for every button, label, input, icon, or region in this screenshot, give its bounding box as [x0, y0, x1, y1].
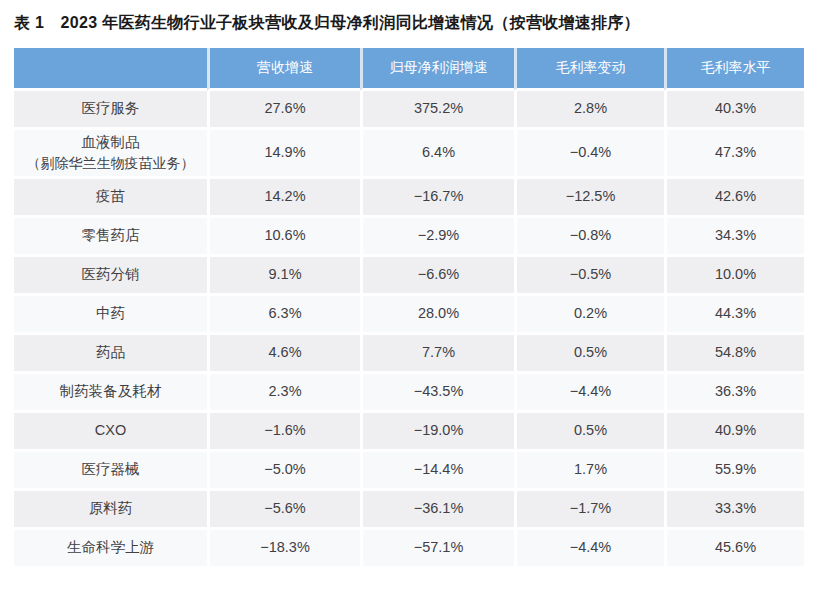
value-cell: −1.7% — [514, 491, 664, 530]
value-cell: 6.3% — [207, 296, 360, 335]
value-cell: 54.8% — [664, 335, 804, 374]
row-label: 中药 — [14, 303, 207, 324]
value-cell: 6.4% — [360, 130, 514, 179]
value-cell: −18.3% — [207, 530, 360, 569]
row-label-cell: 医药分销 — [14, 257, 207, 296]
table-row: 医药分销 9.1% −6.6% −0.5% 10.0% — [14, 257, 804, 296]
row-label: 药品 — [14, 342, 207, 363]
value-cell: 2.3% — [207, 374, 360, 413]
row-label: 医疗服务 — [14, 98, 207, 119]
table-row: 中药 6.3% 28.0% 0.2% 44.3% — [14, 296, 804, 335]
header-row: 营收增速 归母净利润增速 毛利率变动 毛利率水平 — [14, 48, 804, 91]
value-cell: 10.0% — [664, 257, 804, 296]
row-label-cell: 中药 — [14, 296, 207, 335]
value-cell: 33.3% — [664, 491, 804, 530]
table-row: 制药装备及耗材 2.3% −43.5% −4.4% 36.3% — [14, 374, 804, 413]
value-cell: −0.5% — [514, 257, 664, 296]
row-label: CXO — [14, 420, 207, 441]
value-cell: 40.9% — [664, 413, 804, 452]
column-header-gross-margin-change: 毛利率变动 — [514, 48, 664, 91]
column-header-blank — [14, 48, 207, 91]
value-cell: −5.0% — [207, 452, 360, 491]
row-label: 生命科学上游 — [14, 537, 207, 558]
value-cell: −6.6% — [360, 257, 514, 296]
table-row: CXO −1.6% −19.0% 0.5% 40.9% — [14, 413, 804, 452]
row-label-cell: 原料药 — [14, 491, 207, 530]
row-label-cell: 药品 — [14, 335, 207, 374]
value-cell: −4.4% — [514, 374, 664, 413]
value-cell: −5.6% — [207, 491, 360, 530]
value-cell: 36.3% — [664, 374, 804, 413]
value-cell: −19.0% — [360, 413, 514, 452]
row-label: 医疗器械 — [14, 459, 207, 480]
row-label: 零售药店 — [14, 225, 207, 246]
row-label-cell: CXO — [14, 413, 207, 452]
row-label: 原料药 — [14, 498, 207, 519]
value-cell: −4.4% — [514, 530, 664, 569]
table-row: 血液制品（剔除华兰生物疫苗业务） 14.9% 6.4% −0.4% 47.3% — [14, 130, 804, 179]
value-cell: 55.9% — [664, 452, 804, 491]
row-label-cell: 血液制品（剔除华兰生物疫苗业务） — [14, 130, 207, 179]
value-cell: 40.3% — [664, 91, 804, 130]
table-row: 医疗器械 −5.0% −14.4% 1.7% 55.9% — [14, 452, 804, 491]
row-label-cell: 生命科学上游 — [14, 530, 207, 569]
value-cell: −14.4% — [360, 452, 514, 491]
value-cell: −12.5% — [514, 179, 664, 218]
value-cell: 28.0% — [360, 296, 514, 335]
industry-growth-table: 营收增速 归母净利润增速 毛利率变动 毛利率水平 医疗服务 27.6% 375.… — [14, 48, 804, 569]
value-cell: 44.3% — [664, 296, 804, 335]
row-label-cell: 制药装备及耗材 — [14, 374, 207, 413]
value-cell: −2.9% — [360, 218, 514, 257]
row-label-line2: （剔除华兰生物疫苗业务） — [14, 153, 207, 173]
table-row: 零售药店 10.6% −2.9% −0.8% 34.3% — [14, 218, 804, 257]
value-cell: 14.2% — [207, 179, 360, 218]
value-cell: 1.7% — [514, 452, 664, 491]
value-cell: 375.2% — [360, 91, 514, 130]
table-row: 医疗服务 27.6% 375.2% 2.8% 40.3% — [14, 91, 804, 130]
row-label-cell: 医疗服务 — [14, 91, 207, 130]
value-cell: 42.6% — [664, 179, 804, 218]
value-cell: 10.6% — [207, 218, 360, 257]
row-label-cell: 疫苗 — [14, 179, 207, 218]
value-cell: −1.6% — [207, 413, 360, 452]
value-cell: 0.5% — [514, 335, 664, 374]
value-cell: 0.2% — [514, 296, 664, 335]
row-label: 血液制品 — [14, 132, 207, 153]
value-cell: 14.9% — [207, 130, 360, 179]
value-cell: 7.7% — [360, 335, 514, 374]
row-label-cell: 零售药店 — [14, 218, 207, 257]
value-cell: −16.7% — [360, 179, 514, 218]
column-header-gross-margin-level: 毛利率水平 — [664, 48, 804, 91]
table-row: 生命科学上游 −18.3% −57.1% −4.4% 45.6% — [14, 530, 804, 569]
value-cell: 2.8% — [514, 91, 664, 130]
table-row: 疫苗 14.2% −16.7% −12.5% 42.6% — [14, 179, 804, 218]
row-label: 疫苗 — [14, 186, 207, 207]
row-label-cell: 医疗器械 — [14, 452, 207, 491]
value-cell: 45.6% — [664, 530, 804, 569]
value-cell: −36.1% — [360, 491, 514, 530]
table-row: 药品 4.6% 7.7% 0.5% 54.8% — [14, 335, 804, 374]
value-cell: 27.6% — [207, 91, 360, 130]
row-label: 制药装备及耗材 — [14, 381, 207, 402]
value-cell: −0.4% — [514, 130, 664, 179]
value-cell: 9.1% — [207, 257, 360, 296]
table-title: 表 1 2023 年医药生物行业子板块营收及归母净利润同比增速情况（按营收增速排… — [14, 13, 804, 34]
value-cell: 4.6% — [207, 335, 360, 374]
table-row: 原料药 −5.6% −36.1% −1.7% 33.3% — [14, 491, 804, 530]
value-cell: −57.1% — [360, 530, 514, 569]
column-header-revenue-growth: 营收增速 — [207, 48, 360, 91]
value-cell: 34.3% — [664, 218, 804, 257]
value-cell: 0.5% — [514, 413, 664, 452]
value-cell: 47.3% — [664, 130, 804, 179]
column-header-net-profit-growth: 归母净利润增速 — [360, 48, 514, 91]
value-cell: −43.5% — [360, 374, 514, 413]
row-label: 医药分销 — [14, 264, 207, 285]
value-cell: −0.8% — [514, 218, 664, 257]
